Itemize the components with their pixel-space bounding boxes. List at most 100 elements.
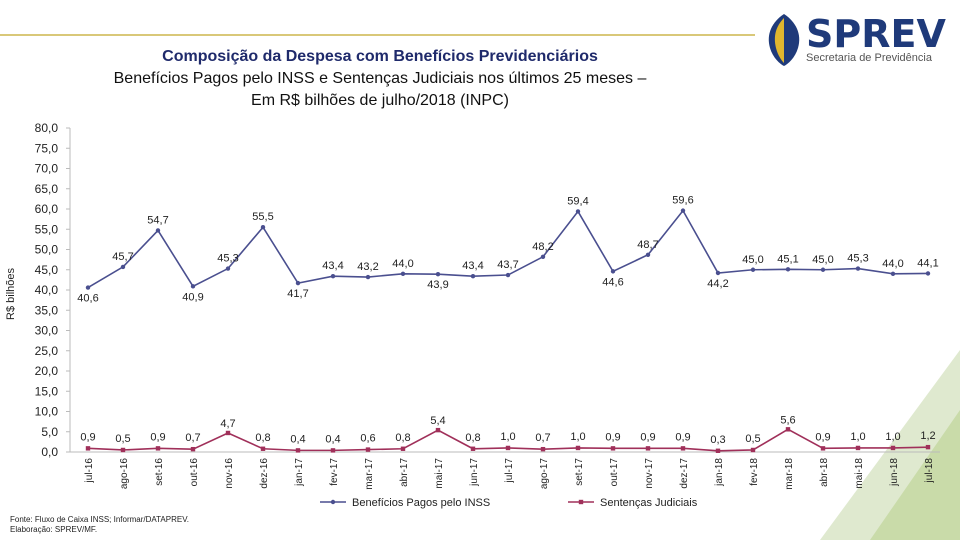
data-point xyxy=(85,446,91,451)
y-tick-label: 20,0 xyxy=(35,364,59,378)
chart-title: Composição da Despesa com Benefícios Pre… xyxy=(162,48,598,65)
data-label: 1,0 xyxy=(850,431,865,443)
data-label: 0,8 xyxy=(465,432,480,444)
data-point xyxy=(820,267,826,272)
legend: Benefícios Pagos pelo INSS Sentenças Judi… xyxy=(320,497,698,509)
data-label: 43,4 xyxy=(322,260,343,272)
sprev-logo: SPREV Secretaria de Previdência xyxy=(762,8,952,68)
logo-brand: SPREV xyxy=(806,12,946,56)
data-label: 1,0 xyxy=(500,431,515,443)
data-label: 45,7 xyxy=(112,251,133,263)
x-tick-label: nov-16 xyxy=(224,458,235,489)
data-point xyxy=(575,209,581,214)
data-label: 43,2 xyxy=(357,261,378,273)
data-label: 0,4 xyxy=(290,433,305,445)
data-label: 0,9 xyxy=(80,431,95,443)
footer: Fonte: Fluxo de Caixa INSS; Informar/DAT… xyxy=(10,515,189,535)
line-chart: R$ bilhões 0,0 5,0 10,0 15,0 20,0 25,0 30,0 35,… xyxy=(5,121,940,509)
y-tick-label: 10,0 xyxy=(35,405,59,419)
series-group: 40,6 45,7 54,7 40,9 45,3 55,5 41,7 43,4 43,2 44,0… xyxy=(77,195,939,453)
x-tick-label: mar-17 xyxy=(364,458,375,490)
data-label: 0,8 xyxy=(255,432,270,444)
y-tick-label: 40,0 xyxy=(35,283,59,297)
x-tick-label: mai-17 xyxy=(434,458,445,489)
data-label: 43,7 xyxy=(497,259,518,271)
legend-label: Sentenças Judiciais xyxy=(600,497,698,509)
data-label: 0,5 xyxy=(745,433,760,445)
data-point xyxy=(505,445,511,451)
y-tick-label: 50,0 xyxy=(35,243,59,257)
data-point xyxy=(435,272,441,277)
x-tick-label: jul-16 xyxy=(84,458,95,484)
data-point xyxy=(645,446,651,451)
series-beneficios: 40,6 45,7 54,7 40,9 45,3 55,5 41,7 43,4 43,2 44,0… xyxy=(77,195,938,305)
data-point xyxy=(890,271,896,276)
x-tick-label: out-17 xyxy=(609,458,620,487)
legend-label: Benefícios Pagos pelo INSS xyxy=(352,497,490,509)
x-tick-label: ago-17 xyxy=(539,458,550,490)
data-label: 48,7 xyxy=(637,239,658,251)
data-point xyxy=(155,228,161,233)
data-point xyxy=(750,447,756,453)
data-point xyxy=(295,280,301,286)
logo-subtitle: Secretaria de Previdência xyxy=(806,52,932,64)
data-point xyxy=(715,448,721,453)
data-point xyxy=(365,274,371,280)
data-point xyxy=(750,267,756,272)
data-point xyxy=(190,446,196,452)
x-tick-label: dez-17 xyxy=(679,458,690,489)
x-tick-label: abr-18 xyxy=(819,458,830,487)
y-tick-label: 35,0 xyxy=(35,303,59,317)
data-label: 0,4 xyxy=(325,433,340,445)
data-point xyxy=(400,271,406,276)
data-label: 40,9 xyxy=(182,291,203,303)
data-label: 0,9 xyxy=(150,431,165,443)
data-label: 45,0 xyxy=(742,254,763,266)
source-note: Fonte: Fluxo de Caixa INSS; Informar/DAT… xyxy=(10,515,190,524)
x-tick-label: jul-17 xyxy=(504,458,515,484)
x-axis: jul-16 ago-16 set-16 out-16 nov-16 dez-16 jan-… xyxy=(70,451,940,490)
data-label: 43,9 xyxy=(427,279,448,291)
data-label: 0,3 xyxy=(710,434,725,446)
data-point xyxy=(785,267,791,272)
title-block: Composição da Despesa com Benefícios Pre… xyxy=(0,46,760,112)
chart-subtitle: Benefícios Pagos pelo INSS e Sentenças J… xyxy=(113,70,647,87)
data-label: 0,7 xyxy=(535,432,550,444)
data-label: 45,1 xyxy=(777,253,798,265)
data-label: 59,6 xyxy=(672,195,693,207)
x-tick-label: mai-18 xyxy=(854,458,865,489)
x-tick-label: jan-18 xyxy=(714,458,725,487)
data-label: 1,0 xyxy=(570,431,585,443)
data-label: 0,5 xyxy=(115,433,130,445)
legend-marker xyxy=(578,499,584,505)
y-tick-label: 5,0 xyxy=(41,425,58,439)
data-point xyxy=(820,446,826,451)
data-point xyxy=(715,270,721,276)
data-point xyxy=(330,448,336,453)
x-tick-label: set-17 xyxy=(574,458,585,486)
y-tick-label: 80,0 xyxy=(35,121,59,135)
y-tick-label: 70,0 xyxy=(35,162,59,176)
data-label: 0,7 xyxy=(185,432,200,444)
data-label: 44,6 xyxy=(602,276,623,288)
x-tick-label: dez-16 xyxy=(259,458,270,489)
y-tick-label: 65,0 xyxy=(35,182,59,196)
x-tick-label: jun-17 xyxy=(469,458,480,487)
data-point xyxy=(225,430,231,436)
data-label: 5,6 xyxy=(780,414,795,426)
corner-decoration xyxy=(820,350,960,540)
data-point xyxy=(890,445,896,451)
data-label: 44,2 xyxy=(707,278,728,290)
legend-marker xyxy=(330,499,336,505)
x-tick-label: ago-16 xyxy=(119,458,130,490)
data-label: 40,6 xyxy=(77,293,98,305)
data-point xyxy=(400,446,406,451)
x-tick-label: fev-17 xyxy=(329,458,340,486)
data-point xyxy=(85,285,91,290)
y-tick-label: 55,0 xyxy=(35,222,59,236)
y-tick-label: 25,0 xyxy=(35,344,59,358)
y-tick-label: 15,0 xyxy=(35,384,59,398)
chart-unit-note: Em R$ bilhões de julho/2018 (INPC) xyxy=(251,92,509,109)
data-point xyxy=(120,447,126,453)
data-label: 1,0 xyxy=(885,431,900,443)
